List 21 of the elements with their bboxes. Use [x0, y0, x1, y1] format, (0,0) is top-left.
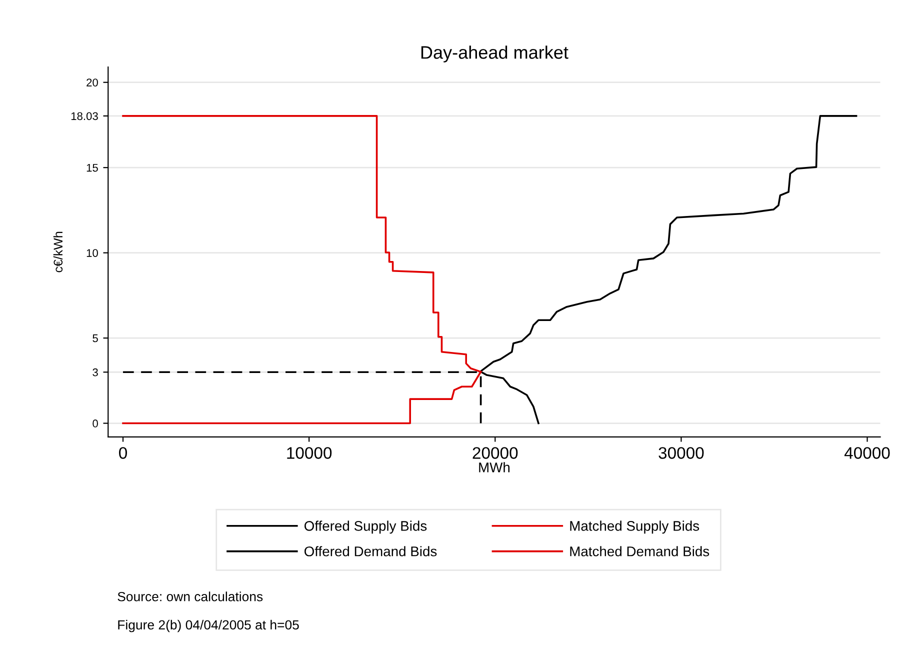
caption: Figure 2(b) 04/04/2005 at h=05	[118, 620, 299, 632]
x-tick-label: 10000	[287, 447, 332, 459]
y-tick-label: 0	[92, 420, 98, 428]
x-tick-label: 0	[119, 447, 127, 459]
source-note: Source: own calculations	[118, 592, 263, 602]
y-tick-label: 18.03	[71, 112, 98, 120]
x-tick-label: 20000	[472, 447, 518, 459]
y-tick-label: 10	[86, 249, 98, 257]
y-axis-title: c€/kWh	[53, 232, 63, 272]
chart-title: Day-ahead market	[421, 46, 568, 62]
legend-label: Matched Demand Bids	[570, 546, 710, 556]
y-tick-label: 15	[86, 164, 98, 172]
x-tick-label: 40000	[844, 447, 890, 459]
y-tick-label: 3	[92, 368, 98, 376]
y-tick-label: 5	[92, 334, 98, 342]
y-tick-label: 20	[86, 78, 98, 86]
legend-label: Offered Demand Bids	[304, 546, 437, 556]
legend-label: Offered Supply Bids	[304, 520, 427, 534]
legend-label: Matched Supply Bids	[570, 520, 700, 534]
x-tick-label: 30000	[658, 447, 704, 459]
x-axis-title: MWh	[479, 462, 510, 472]
